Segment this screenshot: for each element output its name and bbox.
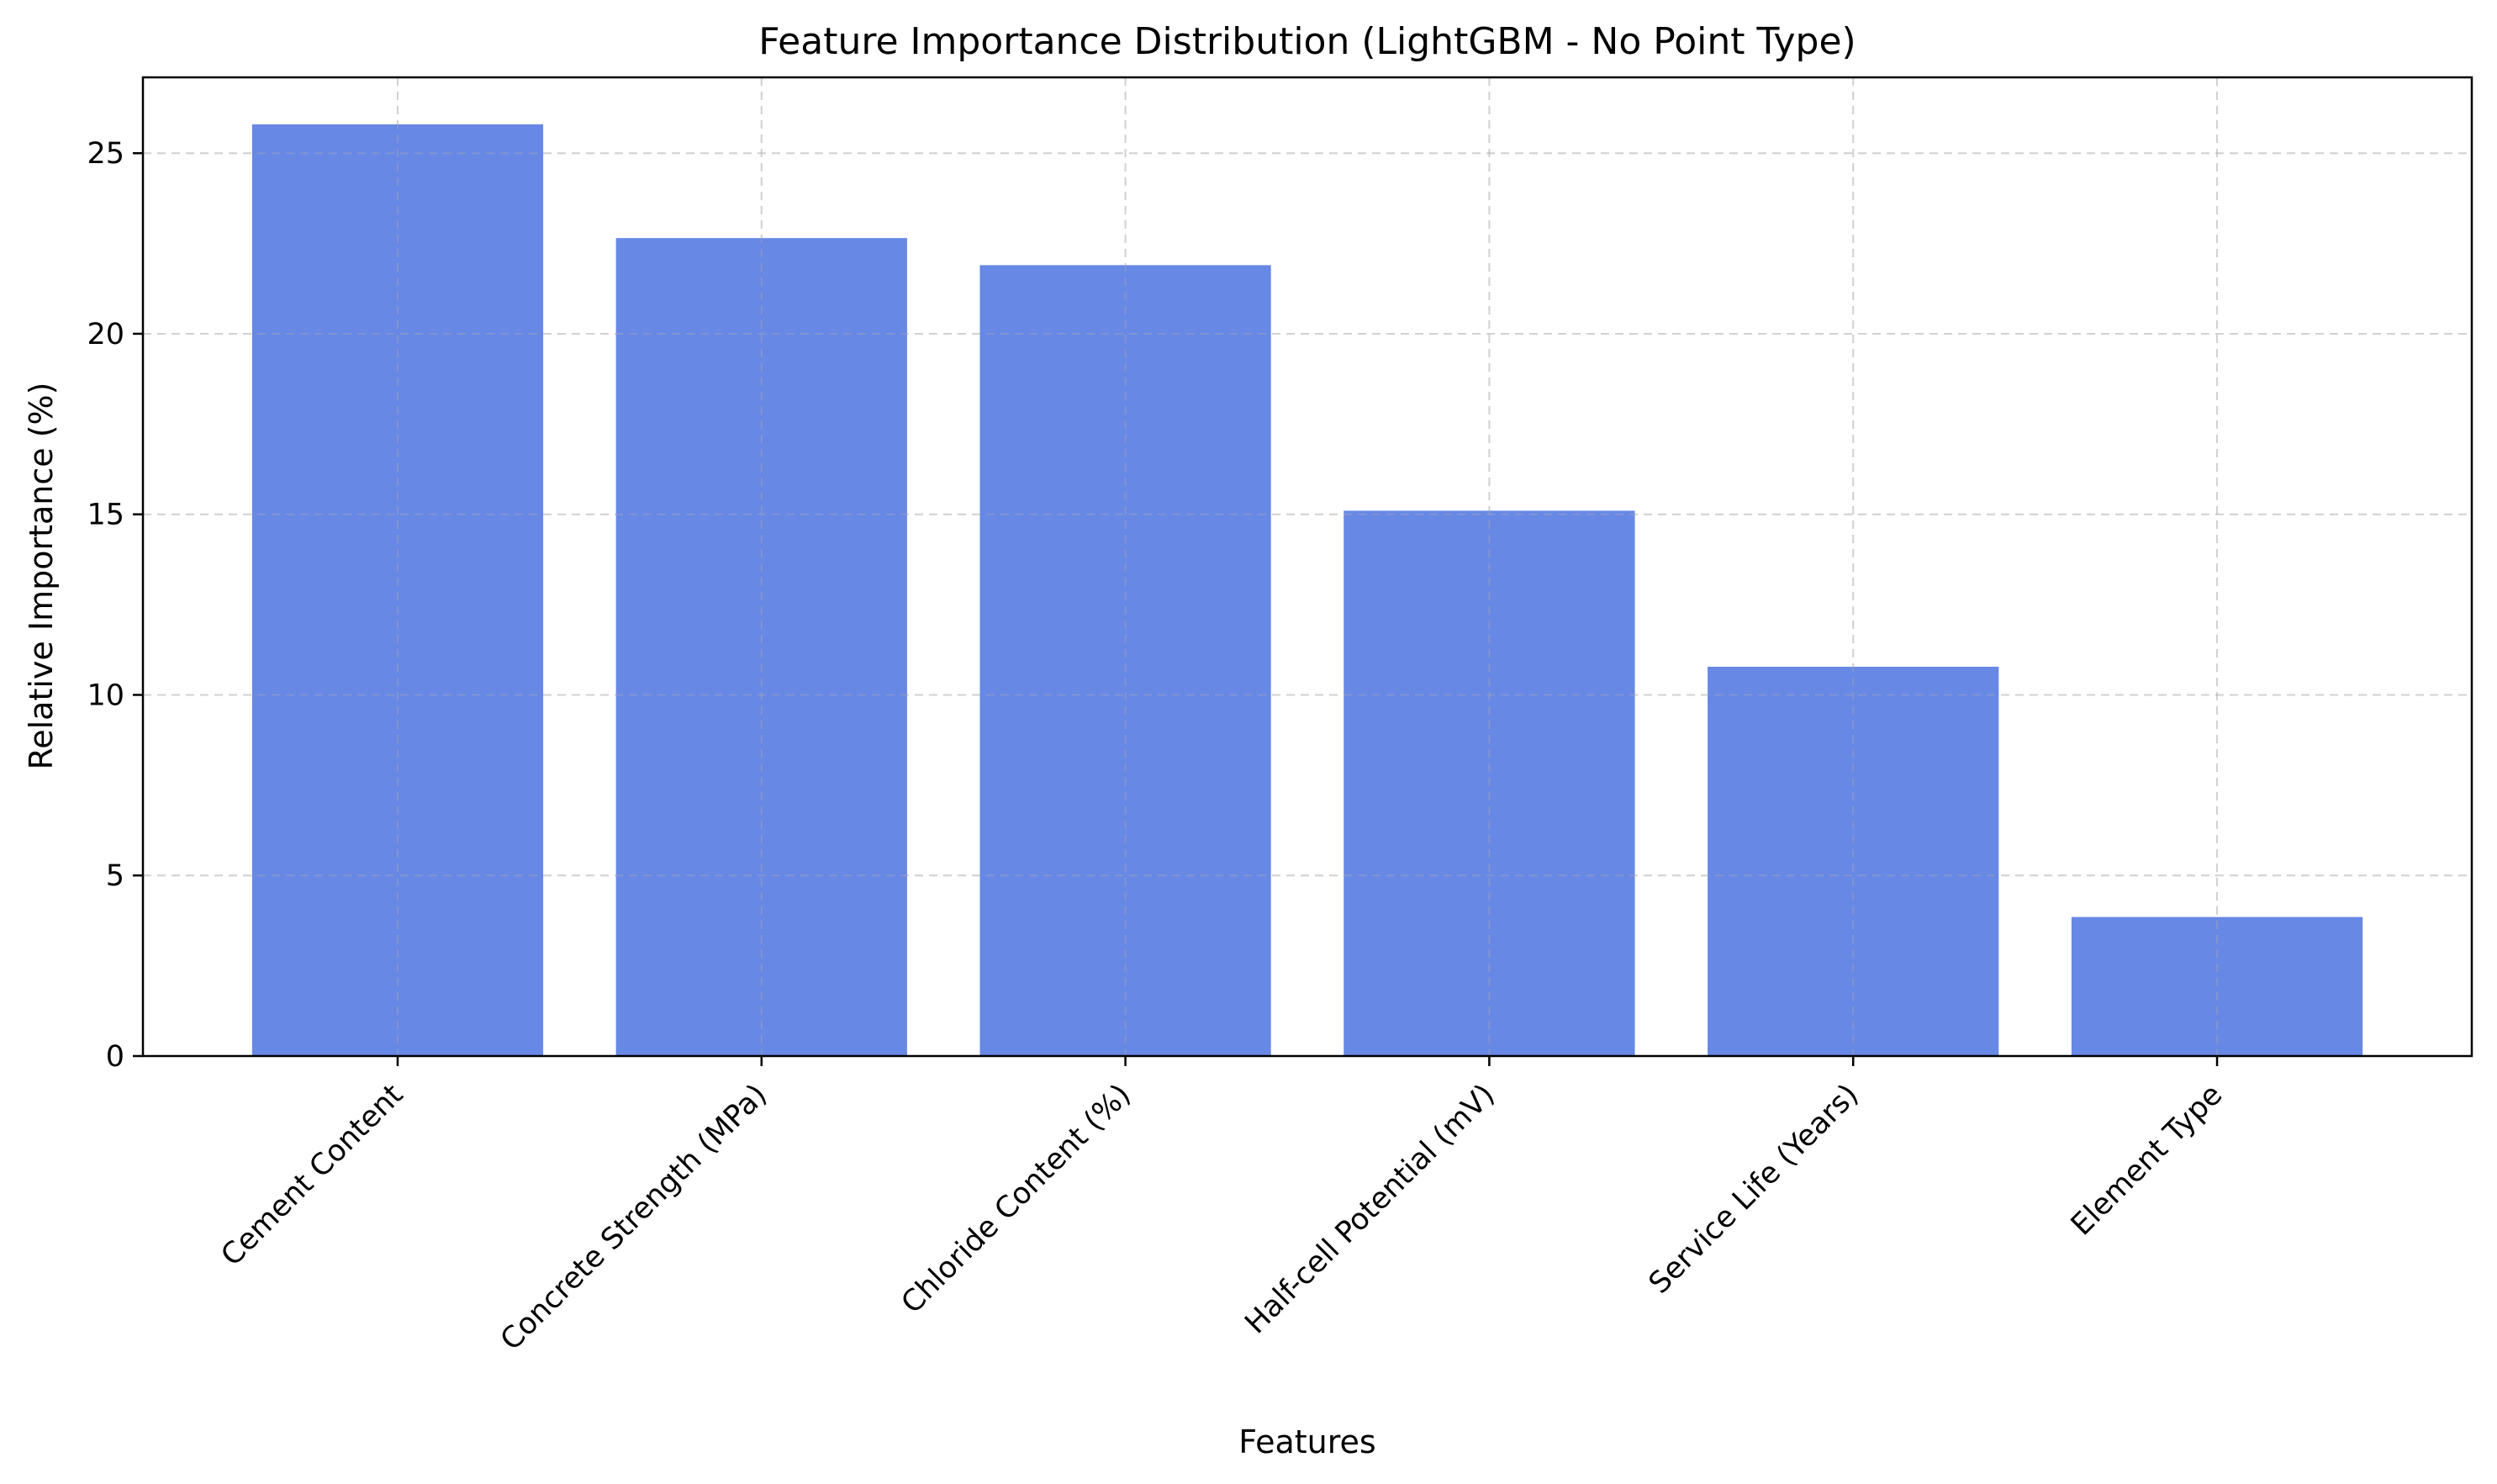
y-tick-label: 5 [106,859,124,893]
y-tick-label: 10 [87,679,124,712]
bars [143,77,2472,1057]
y-tick-label: 25 [87,137,124,171]
y-tick-label: 0 [106,1040,124,1074]
chart-title: Feature Importance Distribution (LightGB… [758,20,1856,63]
plot-frame [141,76,2473,1058]
x-tick-label: Service Life (Years) [1643,1078,1866,1301]
bar [979,265,1271,1056]
y-tick-label: 20 [87,318,124,351]
x-axis: Cement Content Concrete Strength (MPa) Chl… [215,1056,2229,1357]
y-tick-label: 15 [87,499,124,532]
x-tick-label: Element Type [2065,1078,2229,1242]
bar [615,238,907,1056]
bar [2071,916,2363,1056]
y-axis-label: Relative Importance (%) [23,383,60,770]
grid-overlay [143,77,2472,1057]
x-axis-label: Features [1238,1423,1375,1460]
bar [1708,666,1999,1056]
bar [1344,510,1635,1056]
bar [251,124,544,1056]
y-axis: 0 5 10 15 20 25 [87,137,143,1074]
x-tick-label: Half-cell Potential (mV) [1238,1078,1501,1340]
x-tick-label: Concrete Strength (MPa) [494,1078,773,1357]
x-tick-label: Chloride Content (%) [895,1078,1138,1320]
x-tick-label: Cement Content [215,1078,410,1273]
